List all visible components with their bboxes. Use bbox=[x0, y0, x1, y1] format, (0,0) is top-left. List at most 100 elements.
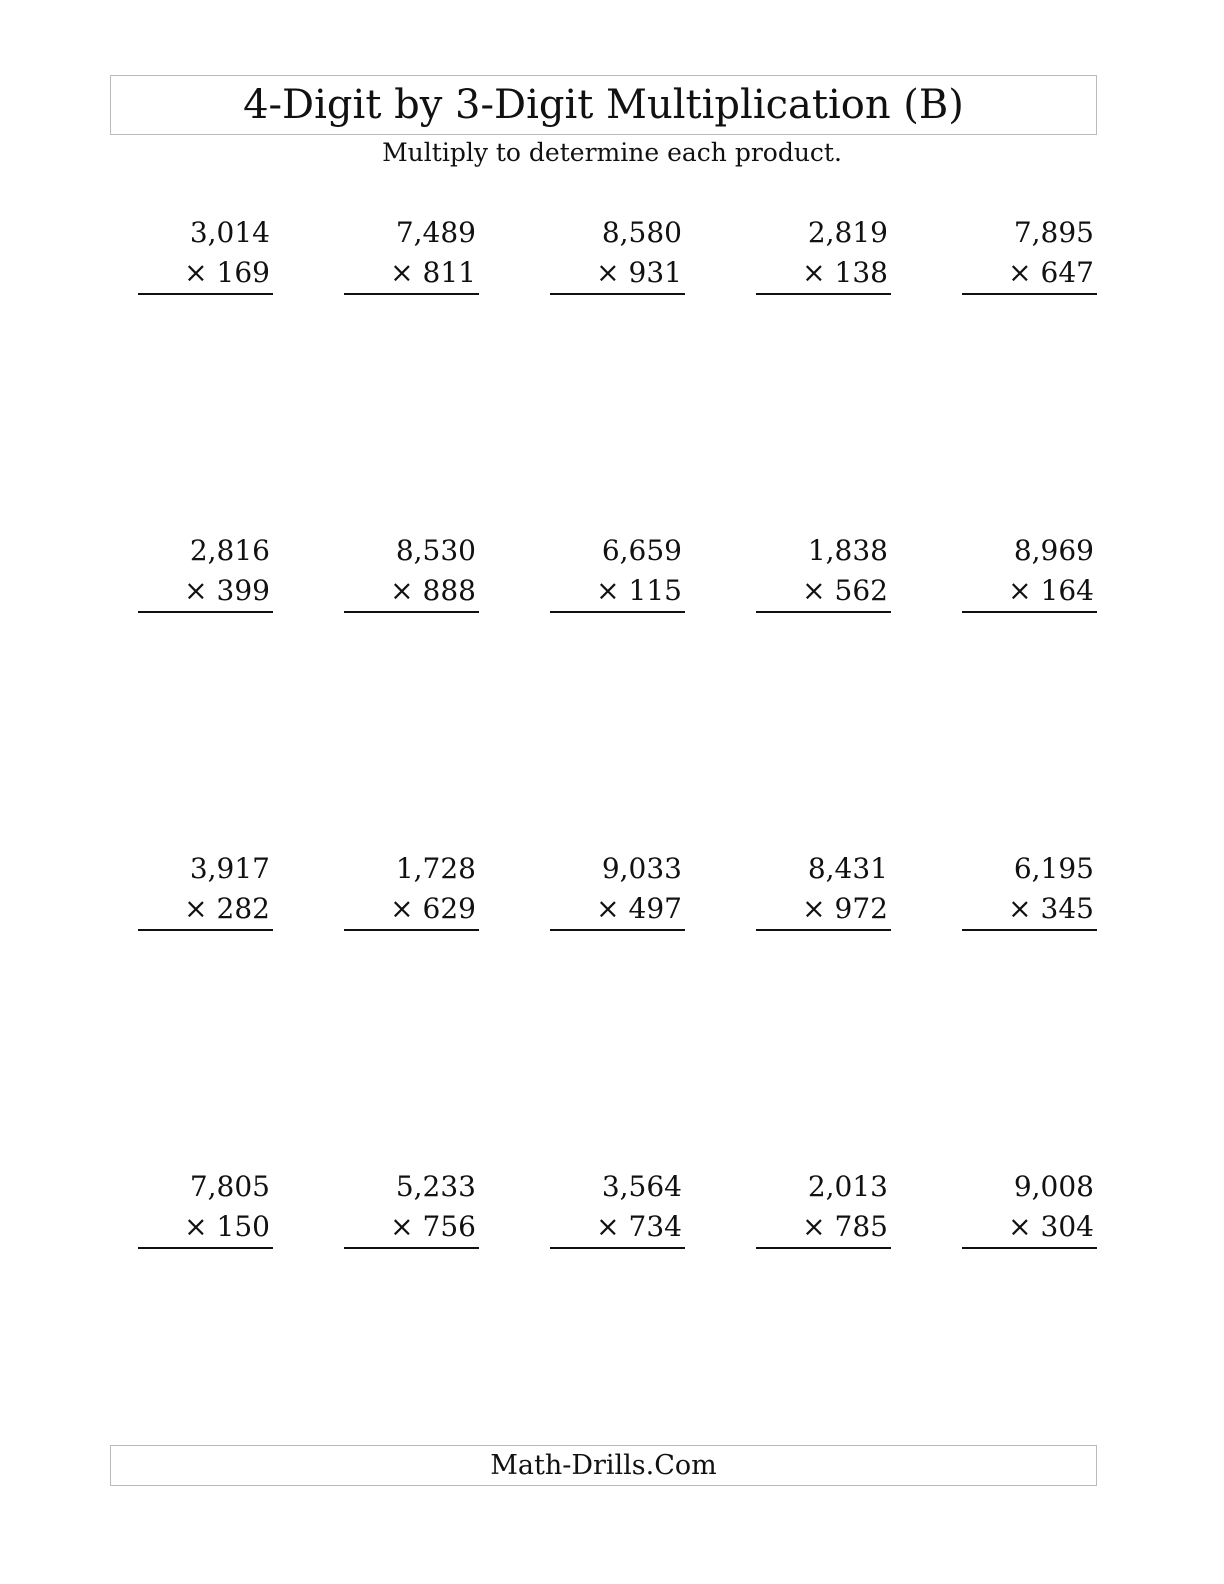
answer-line bbox=[756, 1247, 891, 1249]
answer-line bbox=[138, 611, 273, 613]
multiplier-row: × 647 bbox=[962, 253, 1097, 293]
answer-line bbox=[962, 929, 1097, 931]
answer-line bbox=[344, 929, 479, 931]
multiplier: 304 bbox=[1040, 1210, 1094, 1243]
multiplicand: 8,580 bbox=[601, 216, 682, 249]
multiplicand: 8,530 bbox=[395, 534, 476, 567]
multiplier: 629 bbox=[422, 892, 476, 925]
answer-line bbox=[344, 611, 479, 613]
problem: 8,580 × 931 bbox=[550, 213, 685, 295]
multiplier: 164 bbox=[1040, 574, 1094, 607]
answer-line bbox=[550, 293, 685, 295]
instructions: Multiply to determine each product. bbox=[382, 138, 842, 167]
answer-line bbox=[138, 929, 273, 931]
answer-line bbox=[550, 611, 685, 613]
times-icon: × bbox=[390, 256, 414, 289]
answer-line bbox=[962, 611, 1097, 613]
times-icon: × bbox=[184, 256, 208, 289]
problem: 1,728 × 629 bbox=[344, 849, 479, 931]
answer-line bbox=[550, 929, 685, 931]
times-icon: × bbox=[802, 892, 826, 925]
multiplier: 734 bbox=[628, 1210, 682, 1243]
times-icon: × bbox=[596, 574, 620, 607]
multiplier: 150 bbox=[216, 1210, 270, 1243]
answer-line bbox=[138, 1247, 273, 1249]
multiplicand: 3,564 bbox=[601, 1170, 682, 1203]
problem: 3,564 × 734 bbox=[550, 1167, 685, 1249]
problem: 9,008 × 304 bbox=[962, 1167, 1097, 1249]
times-icon: × bbox=[802, 574, 826, 607]
multiplier: 888 bbox=[422, 574, 476, 607]
multiplier: 497 bbox=[628, 892, 682, 925]
multiplicand: 6,195 bbox=[1013, 852, 1094, 885]
problem: 2,819 × 138 bbox=[756, 213, 891, 295]
multiplier-row: × 756 bbox=[344, 1207, 479, 1247]
times-icon: × bbox=[1008, 256, 1032, 289]
multiplier: 931 bbox=[628, 256, 682, 289]
multiplicand: 2,819 bbox=[807, 216, 888, 249]
times-icon: × bbox=[184, 1210, 208, 1243]
times-icon: × bbox=[802, 1210, 826, 1243]
multiplier-row: × 282 bbox=[138, 889, 273, 929]
multiplier: 399 bbox=[216, 574, 270, 607]
multiplier-row: × 169 bbox=[138, 253, 273, 293]
times-icon: × bbox=[1008, 892, 1032, 925]
multiplicand: 2,013 bbox=[807, 1170, 888, 1203]
multiplier-row: × 399 bbox=[138, 571, 273, 611]
problem: 9,033 × 497 bbox=[550, 849, 685, 931]
multiplier-row: × 150 bbox=[138, 1207, 273, 1247]
problem: 8,431 × 972 bbox=[756, 849, 891, 931]
problem: 1,838 × 562 bbox=[756, 531, 891, 613]
problem: 2,013 × 785 bbox=[756, 1167, 891, 1249]
times-icon: × bbox=[1008, 574, 1032, 607]
multiplier-row: × 888 bbox=[344, 571, 479, 611]
problem: 6,195 × 345 bbox=[962, 849, 1097, 931]
multiplier-row: × 497 bbox=[550, 889, 685, 929]
multiplier-row: × 164 bbox=[962, 571, 1097, 611]
multiplier-row: × 562 bbox=[756, 571, 891, 611]
footer: Math-Drills.Com bbox=[110, 1445, 1097, 1486]
multiplicand: 7,489 bbox=[395, 216, 476, 249]
multiplier-row: × 345 bbox=[962, 889, 1097, 929]
multiplier-row: × 304 bbox=[962, 1207, 1097, 1247]
multiplier-row: × 785 bbox=[756, 1207, 891, 1247]
multiplier-row: × 931 bbox=[550, 253, 685, 293]
answer-line bbox=[962, 1247, 1097, 1249]
problem: 8,530 × 888 bbox=[344, 531, 479, 613]
problem: 7,805 × 150 bbox=[138, 1167, 273, 1249]
footer-site: Math-Drills.Com bbox=[490, 1450, 717, 1481]
times-icon: × bbox=[596, 892, 620, 925]
multiplier: 282 bbox=[216, 892, 270, 925]
multiplier: 115 bbox=[628, 574, 682, 607]
answer-line bbox=[138, 293, 273, 295]
answer-line bbox=[756, 929, 891, 931]
times-icon: × bbox=[184, 574, 208, 607]
multiplier: 756 bbox=[422, 1210, 476, 1243]
problem: 8,969 × 164 bbox=[962, 531, 1097, 613]
times-icon: × bbox=[596, 1210, 620, 1243]
problem: 5,233 × 756 bbox=[344, 1167, 479, 1249]
problem: 7,895 × 647 bbox=[962, 213, 1097, 295]
problem: 3,917 × 282 bbox=[138, 849, 273, 931]
multiplicand: 9,008 bbox=[1013, 1170, 1094, 1203]
multiplier-row: × 734 bbox=[550, 1207, 685, 1247]
multiplier-row: × 972 bbox=[756, 889, 891, 929]
multiplicand: 8,969 bbox=[1013, 534, 1094, 567]
times-icon: × bbox=[184, 892, 208, 925]
answer-line bbox=[344, 1247, 479, 1249]
problem: 3,014 × 169 bbox=[138, 213, 273, 295]
problem: 2,816 × 399 bbox=[138, 531, 273, 613]
multiplier-row: × 629 bbox=[344, 889, 479, 929]
multiplier: 972 bbox=[834, 892, 888, 925]
times-icon: × bbox=[390, 1210, 414, 1243]
multiplicand: 7,895 bbox=[1013, 216, 1094, 249]
multiplicand: 1,728 bbox=[395, 852, 476, 885]
multiplicand: 6,659 bbox=[601, 534, 682, 567]
multiplier: 169 bbox=[216, 256, 270, 289]
problem: 6,659 × 115 bbox=[550, 531, 685, 613]
multiplicand: 3,014 bbox=[189, 216, 270, 249]
multiplicand: 1,838 bbox=[807, 534, 888, 567]
times-icon: × bbox=[802, 256, 826, 289]
multiplicand: 3,917 bbox=[189, 852, 270, 885]
times-icon: × bbox=[596, 256, 620, 289]
